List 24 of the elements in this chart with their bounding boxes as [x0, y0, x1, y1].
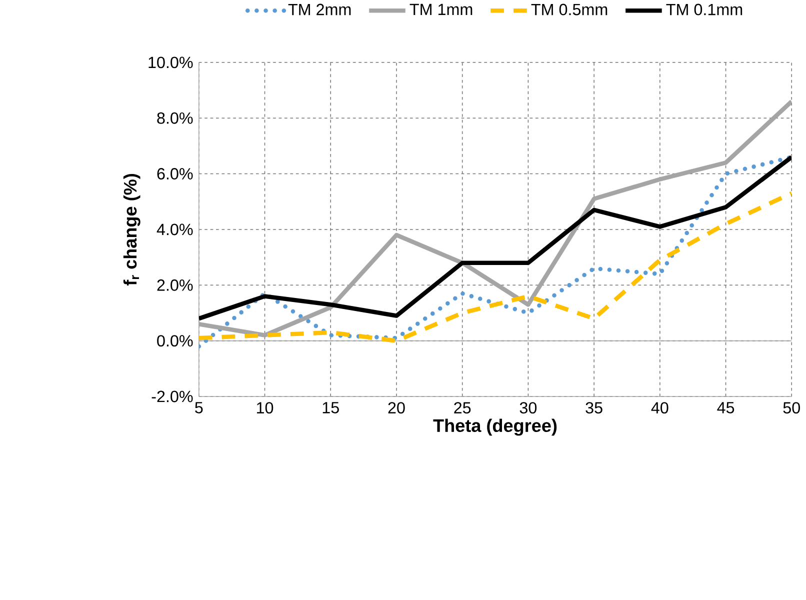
y-tick-label: 0.0%	[157, 335, 193, 347]
x-tick-label: 40	[651, 402, 668, 414]
x-tick-label: 10	[257, 402, 274, 414]
y-tick-label: 6.0%	[157, 168, 193, 180]
legend-label: TM 0.1mm	[666, 4, 742, 16]
x-tick-label: 30	[520, 402, 537, 414]
x-tick-label: 5	[195, 402, 203, 414]
x-tick-label: 35	[586, 402, 602, 414]
y-tick-label: 10.0%	[148, 56, 193, 68]
legend-label: TM 2mm	[288, 4, 351, 16]
y-tick-label: 2.0%	[157, 280, 193, 292]
x-tick-label: 15	[322, 402, 339, 414]
y-tick-label: -2.0%	[152, 390, 193, 402]
x-tick-label: 20	[388, 402, 405, 414]
y-axis-title: f$_{r}$ change (%)	[123, 174, 140, 286]
y-tick-label: 4.0%	[156, 224, 193, 236]
x-tick-label: 45	[717, 402, 734, 414]
x-axis-title: Theta (degree)	[433, 418, 557, 436]
legend-label: TM 0.5mm	[531, 4, 608, 16]
x-tick-label: 25	[454, 402, 471, 414]
x-tick-label: 50	[783, 402, 800, 414]
line-series	[198, 191, 792, 344]
legend-label: TM 1mm	[410, 4, 472, 16]
y-tick-label: 8.0%	[157, 112, 193, 124]
